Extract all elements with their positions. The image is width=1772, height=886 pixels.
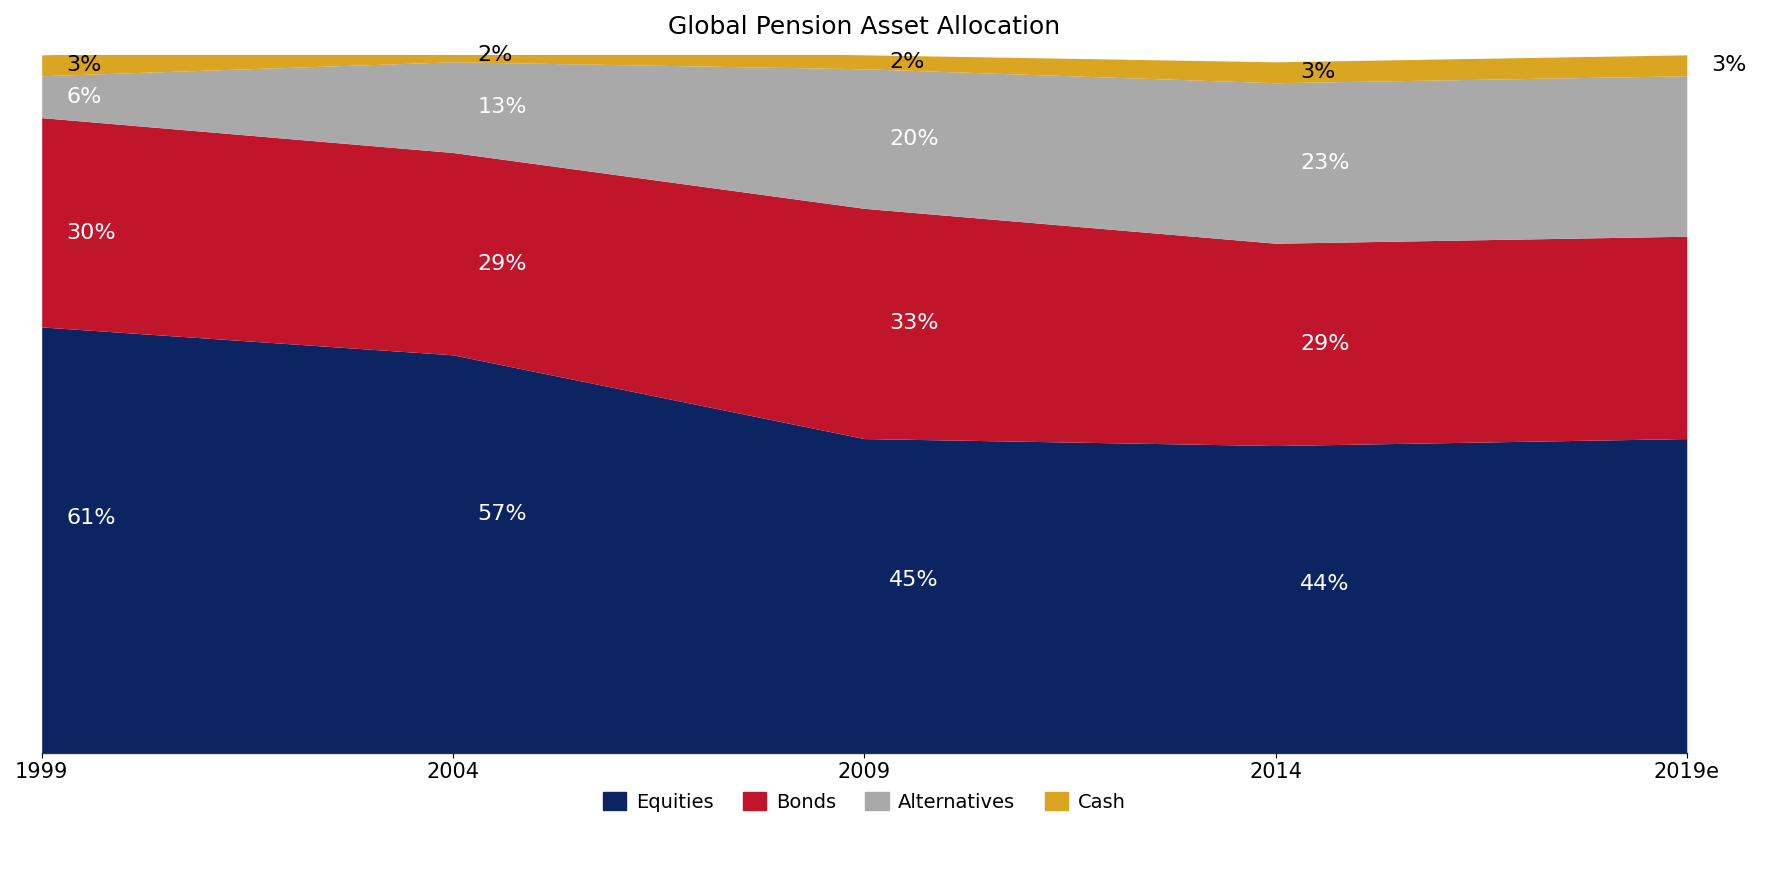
Text: 3%: 3% <box>1712 55 1747 75</box>
Legend: Equities, Bonds, Alternatives, Cash: Equities, Bonds, Alternatives, Cash <box>595 785 1134 820</box>
Text: 2%: 2% <box>478 45 514 65</box>
Text: 3%: 3% <box>1301 62 1336 82</box>
Text: 45%: 45% <box>1712 570 1761 590</box>
Text: 30%: 30% <box>66 222 115 243</box>
Text: 29%: 29% <box>478 253 526 274</box>
Text: 3%: 3% <box>66 55 101 75</box>
Text: 29%: 29% <box>1712 328 1761 347</box>
Text: 29%: 29% <box>1301 334 1350 354</box>
Title: Global Pension Asset Allocation: Global Pension Asset Allocation <box>668 15 1060 39</box>
Text: 61%: 61% <box>66 509 115 528</box>
Text: 23%: 23% <box>1712 146 1761 166</box>
Text: 2%: 2% <box>890 51 925 72</box>
Text: 20%: 20% <box>890 128 939 149</box>
Text: 23%: 23% <box>1301 153 1350 173</box>
Text: 13%: 13% <box>478 97 526 117</box>
Text: 45%: 45% <box>890 570 939 590</box>
Text: 44%: 44% <box>1301 573 1350 594</box>
Text: 33%: 33% <box>890 314 939 333</box>
Text: 57%: 57% <box>478 504 528 524</box>
Text: 6%: 6% <box>66 87 101 106</box>
